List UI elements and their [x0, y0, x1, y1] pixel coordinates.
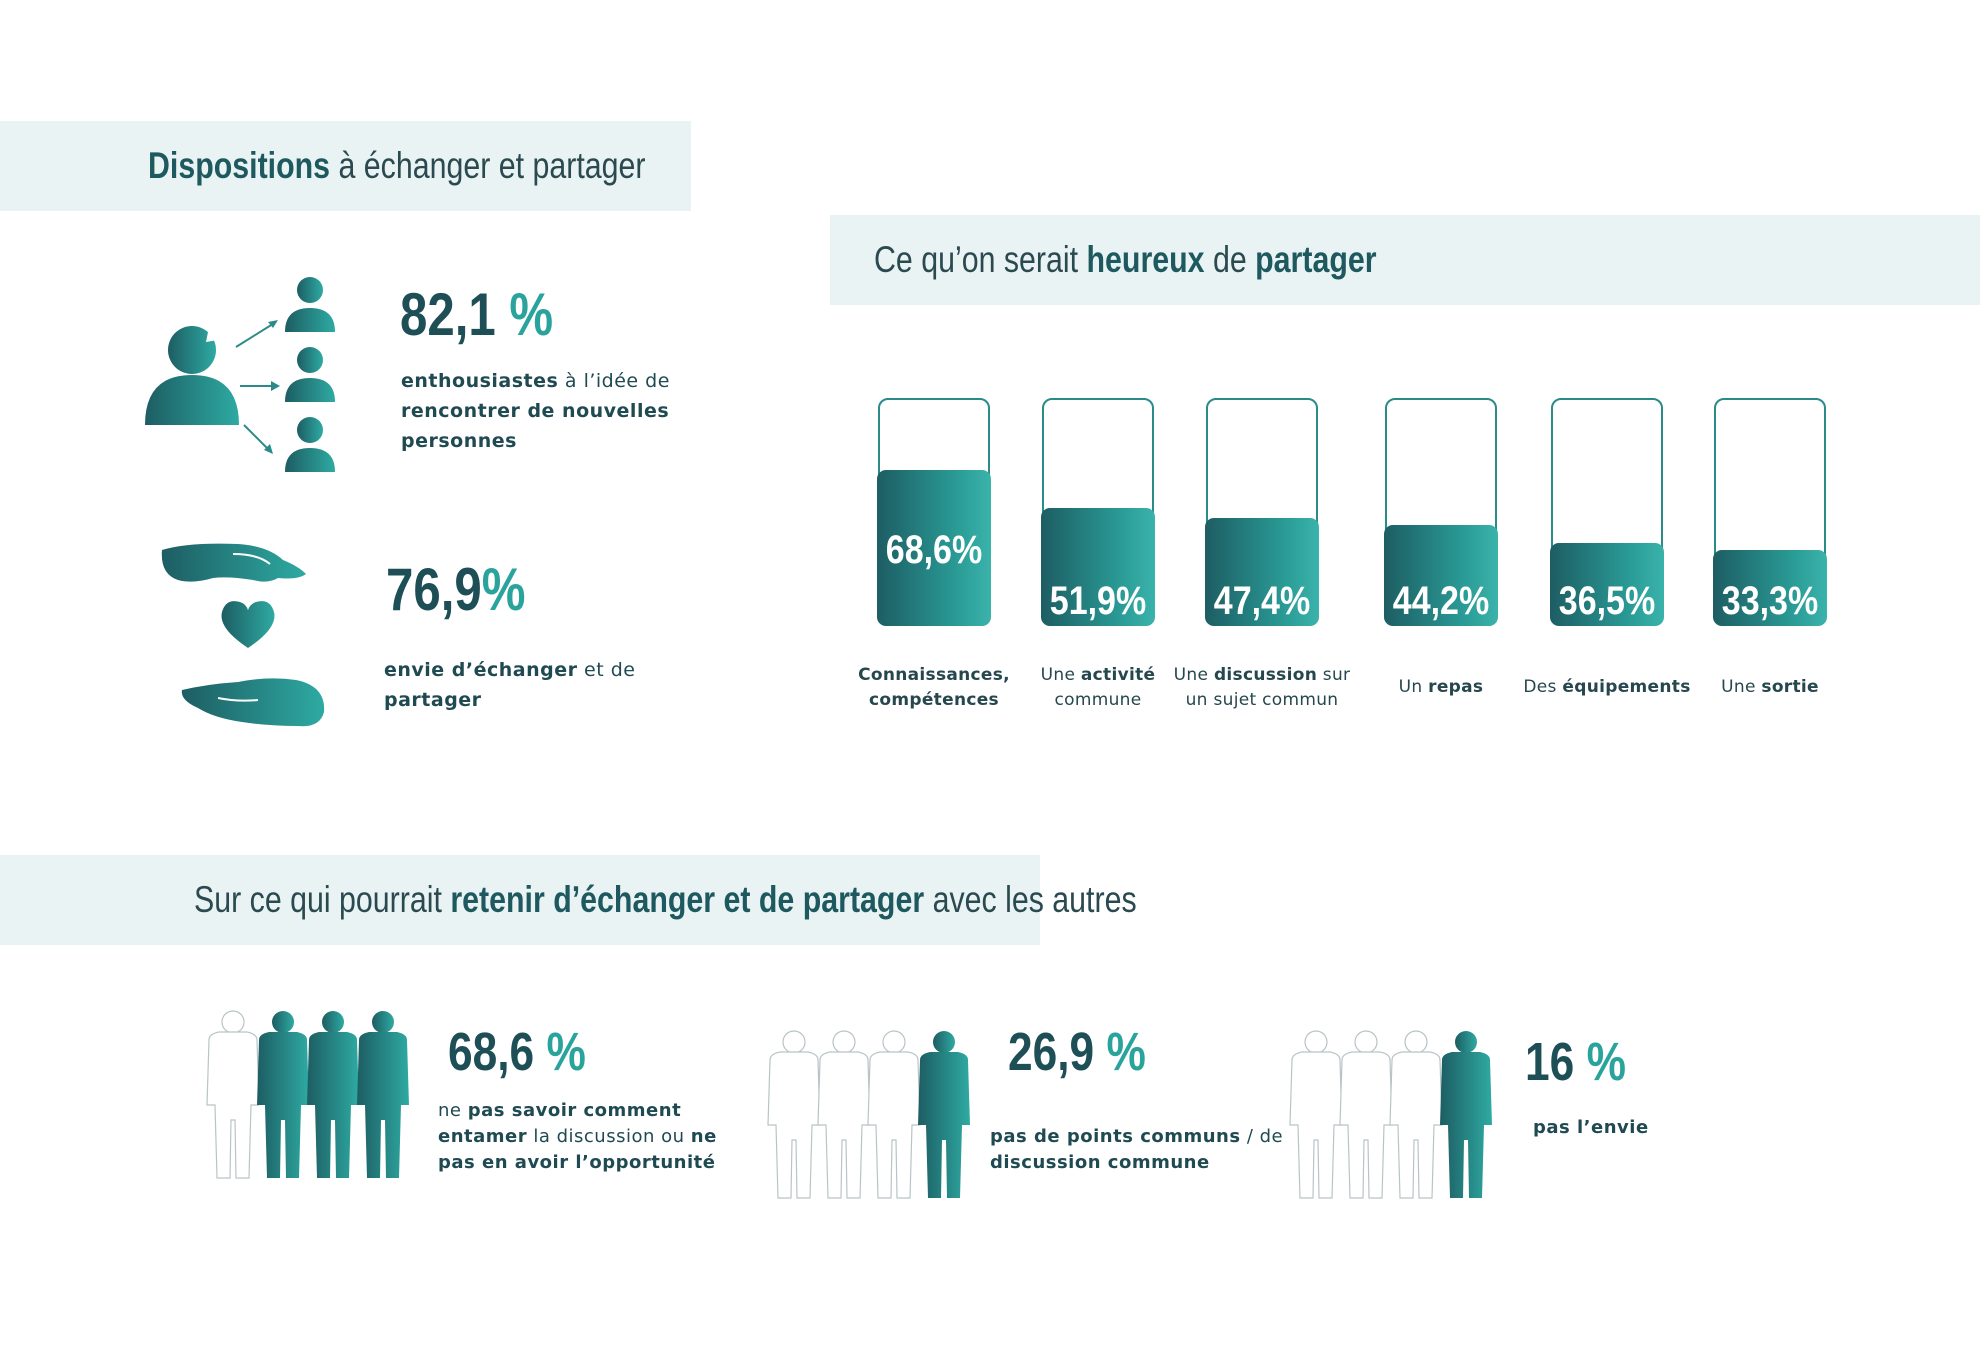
barrier-stat-value: 16 %	[1525, 1032, 1626, 1092]
stat2-description: envie d’échanger et de partager	[384, 659, 636, 711]
section2-title: Ce qu’on serait heureux de partager	[874, 239, 1377, 280]
bar	[1550, 543, 1664, 626]
category-label: Des équipements	[1523, 677, 1691, 697]
bar-value-label: 36,5%	[1558, 579, 1656, 623]
barrier-stat-description: pas de points communs / de discussion com…	[990, 1126, 1284, 1173]
category-label: Une sortie	[1721, 677, 1819, 697]
stat1-value: 82,1 %	[400, 281, 554, 348]
category-label: Une discussion sur un sujet commun	[1173, 665, 1351, 710]
bar	[1041, 508, 1155, 626]
barrier-stat-description: pas l’envie	[1533, 1117, 1649, 1138]
bar-value-label: 33,3%	[1721, 579, 1819, 623]
section2-header: Ce qu’on serait heureux de partager	[830, 215, 1980, 305]
category-label: Une activité commune	[1040, 665, 1156, 710]
bar-outline	[1206, 398, 1318, 626]
bar	[1205, 518, 1319, 626]
people-silhouettes-icon	[206, 1010, 409, 1179]
bar-value-label: 47,4%	[1213, 579, 1311, 623]
bar	[1713, 550, 1827, 626]
bar-outline	[1042, 398, 1154, 626]
bar-outline	[1551, 398, 1663, 626]
people-silhouettes-icon	[1289, 1030, 1492, 1199]
bar-outline	[1385, 398, 1497, 626]
category-label: Un repas	[1398, 677, 1484, 697]
section1-header: Dispositions à échanger et partager	[0, 121, 691, 211]
bar-value-label: 51,9%	[1049, 579, 1147, 623]
barrier-stat-value: 26,9 %	[1008, 1022, 1146, 1082]
bar-value-label: 68,6%	[885, 528, 983, 572]
bar	[1384, 525, 1498, 626]
bar-outline	[1714, 398, 1826, 626]
section3-title: Sur ce qui pourrait retenir d’échanger e…	[194, 879, 1137, 920]
hands-heart-icon	[161, 543, 325, 727]
stat1-description: enthousiastes à l’idée de rencontrer de …	[401, 370, 670, 452]
barrier-stat-value: 68,6 %	[448, 1022, 586, 1082]
stat2-value: 76,9%	[386, 556, 526, 623]
people-sharing-icon	[145, 277, 335, 472]
section3-header: Sur ce qui pourrait retenir d’échanger e…	[0, 855, 1137, 945]
barrier-stat-description: ne pas savoir comment entamer la discussi…	[438, 1100, 717, 1173]
people-silhouettes-icon	[767, 1030, 970, 1199]
bar-value-label: 44,2%	[1392, 579, 1490, 623]
category-label: Connaissances, compétences	[858, 665, 1010, 710]
section1-title: Dispositions à échanger et partager	[148, 145, 646, 186]
bar	[877, 470, 991, 626]
bar-outline	[878, 398, 990, 626]
